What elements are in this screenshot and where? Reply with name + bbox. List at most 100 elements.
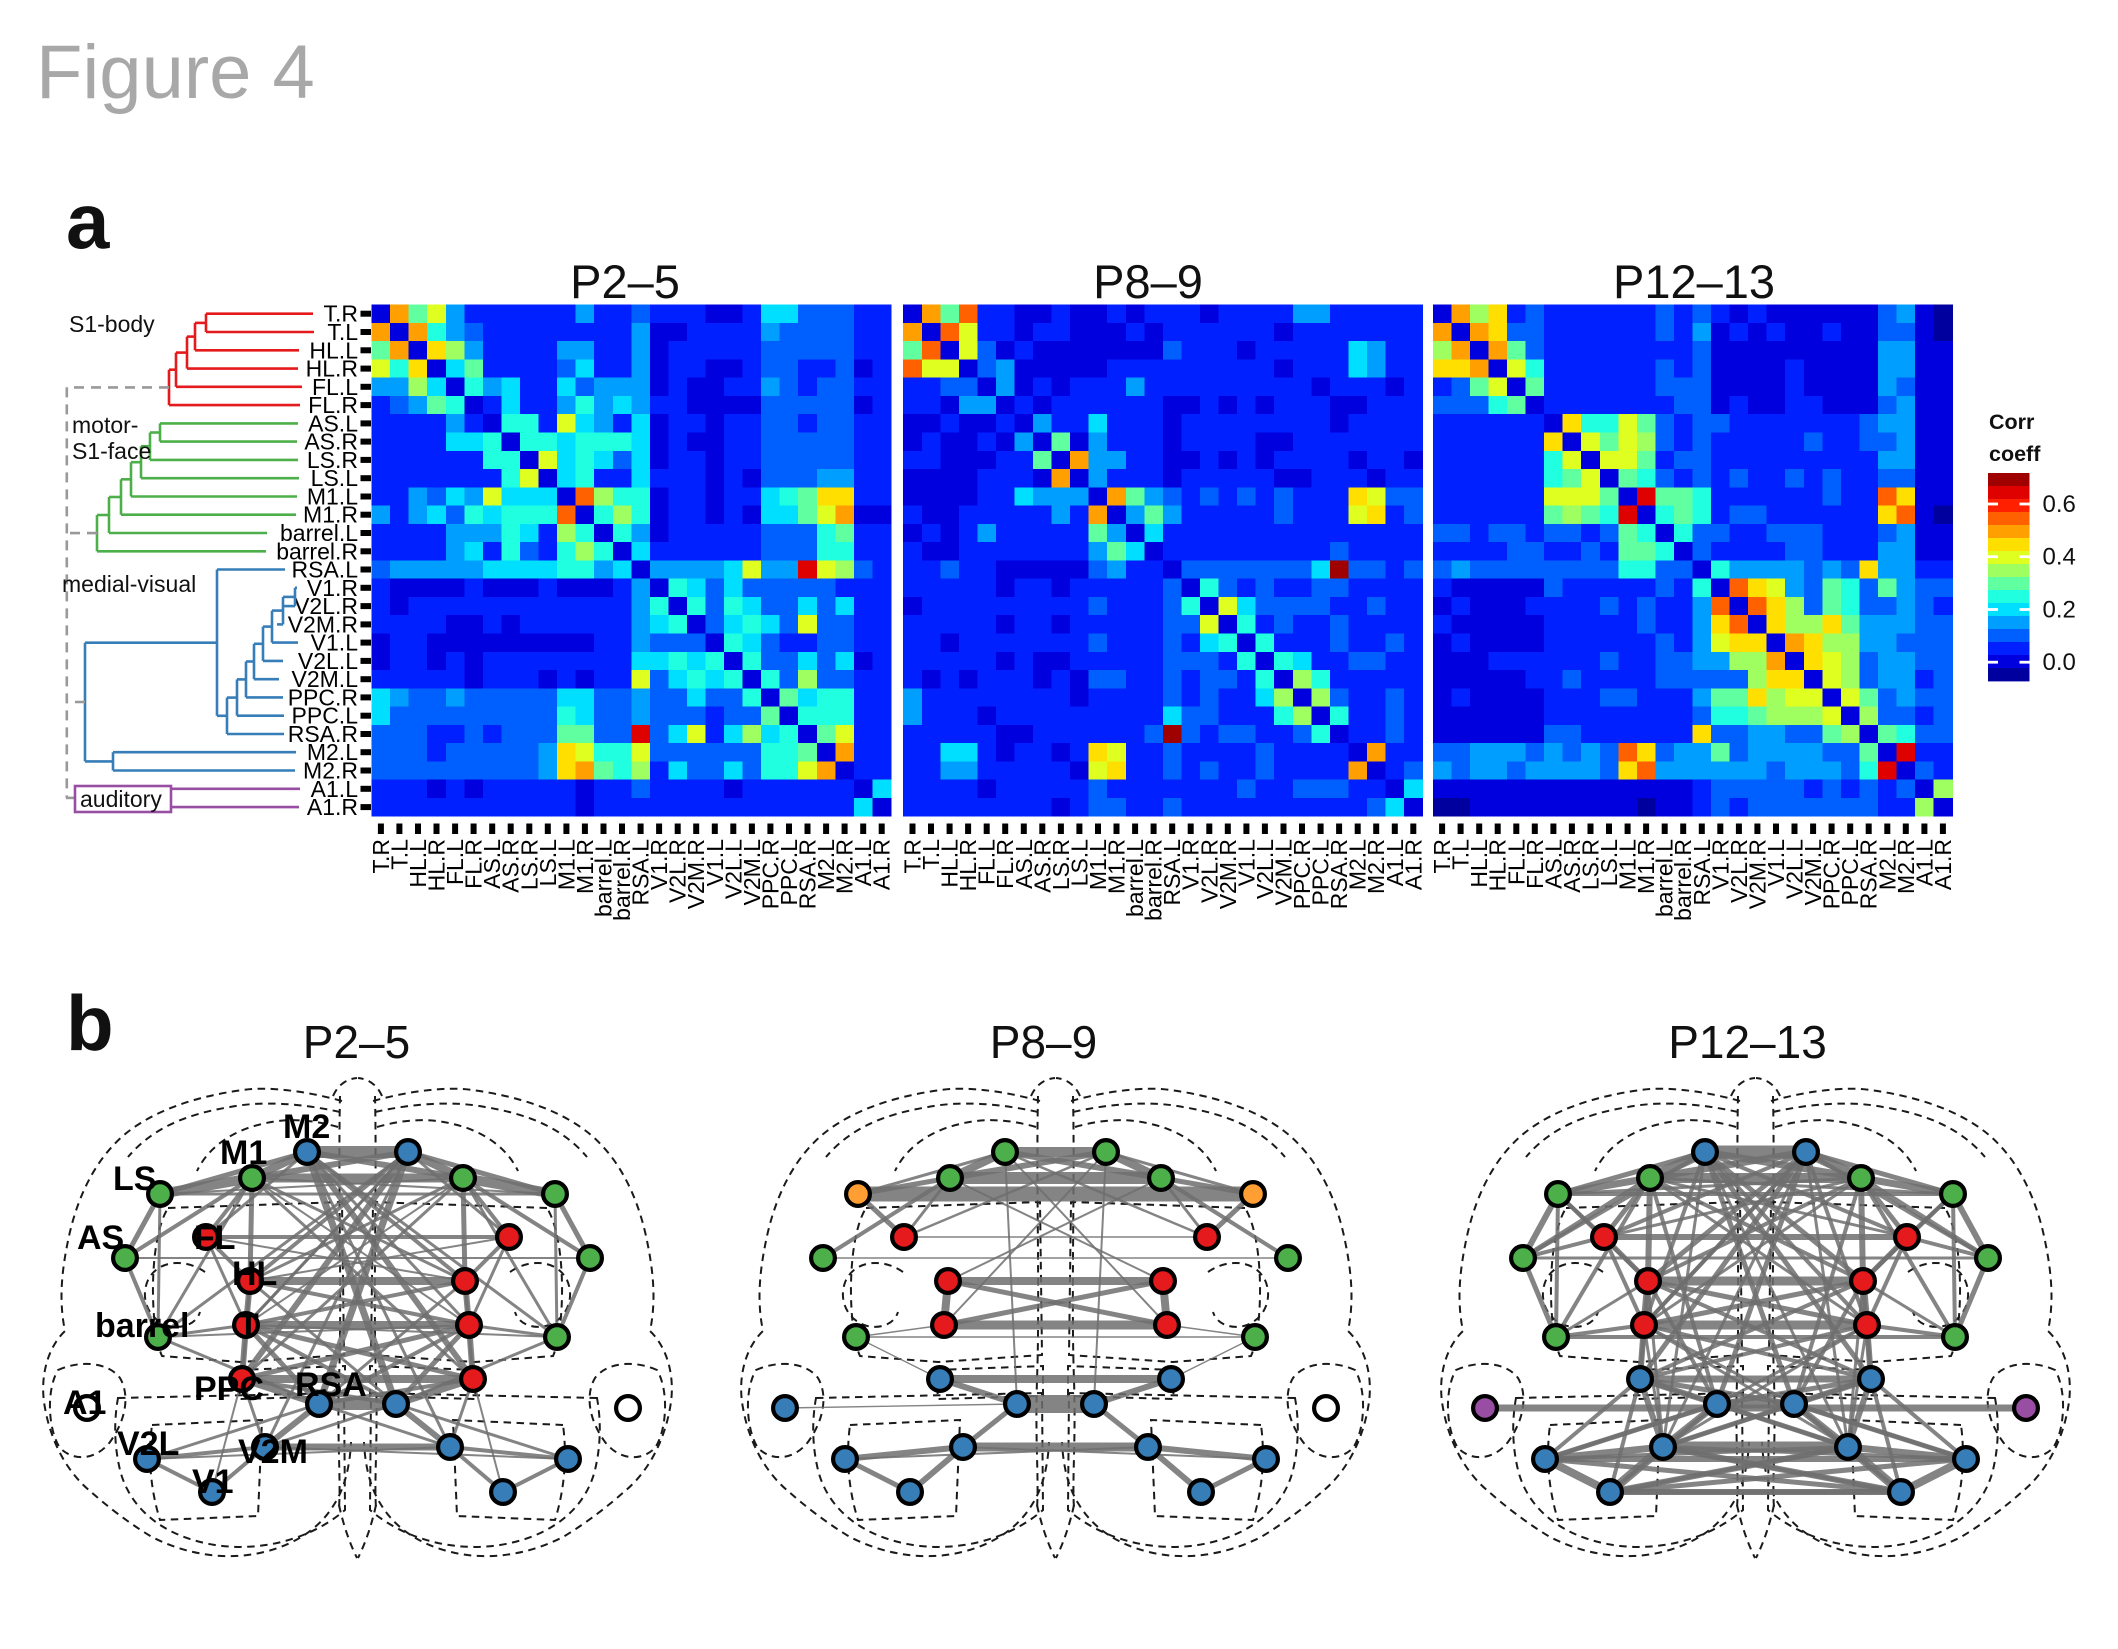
svg-text:barrel.R: barrel.R bbox=[276, 538, 358, 564]
svg-text:HL.L: HL.L bbox=[309, 337, 358, 363]
svg-text:PPC.R: PPC.R bbox=[757, 839, 783, 909]
svg-text:M1.L: M1.L bbox=[553, 839, 579, 890]
svg-text:M2.L: M2.L bbox=[813, 839, 839, 890]
svg-text:medial-visual: medial-visual bbox=[62, 571, 196, 597]
svg-text:RSA: RSA bbox=[295, 1366, 367, 1404]
svg-text:HL.L: HL.L bbox=[937, 839, 963, 888]
svg-text:HL.R: HL.R bbox=[955, 839, 981, 891]
svg-text:PPC.R: PPC.R bbox=[1819, 839, 1845, 909]
svg-text:PPC.L: PPC.L bbox=[776, 839, 802, 906]
svg-text:S1-body: S1-body bbox=[69, 311, 155, 337]
svg-text:M1: M1 bbox=[220, 1134, 267, 1172]
svg-text:T.L: T.L bbox=[386, 839, 412, 870]
svg-text:HL: HL bbox=[232, 1255, 277, 1293]
svg-text:V2M.L: V2M.L bbox=[1800, 839, 1826, 906]
svg-text:FL.L: FL.L bbox=[442, 839, 468, 885]
svg-text:T.R: T.R bbox=[900, 839, 926, 874]
svg-text:V2M.R: V2M.R bbox=[1215, 839, 1241, 909]
svg-text:FL.L: FL.L bbox=[312, 374, 358, 400]
svg-text:HL.R: HL.R bbox=[424, 839, 450, 891]
svg-text:barrel.R: barrel.R bbox=[609, 839, 635, 921]
svg-text:0.2: 0.2 bbox=[2043, 597, 2076, 624]
svg-text:A1.R: A1.R bbox=[1930, 839, 1956, 890]
svg-text:PPC.L: PPC.L bbox=[1308, 839, 1334, 906]
svg-text:RSA.L: RSA.L bbox=[292, 557, 359, 583]
svg-text:V1.R: V1.R bbox=[1178, 839, 1204, 890]
svg-text:FL.L: FL.L bbox=[974, 839, 1000, 885]
svg-text:FL.L: FL.L bbox=[1503, 839, 1529, 885]
svg-text:P8–9: P8–9 bbox=[1093, 255, 1203, 308]
svg-text:A1.L: A1.L bbox=[1382, 839, 1408, 887]
svg-text:AS.L: AS.L bbox=[1540, 839, 1566, 889]
svg-text:V2L.R: V2L.R bbox=[1196, 839, 1222, 903]
svg-text:FL.R: FL.R bbox=[308, 392, 358, 418]
svg-text:A1.L: A1.L bbox=[850, 839, 876, 887]
svg-text:V2L.L: V2L.L bbox=[1252, 839, 1278, 899]
svg-text:HL.R: HL.R bbox=[306, 356, 358, 382]
svg-text:M1.L: M1.L bbox=[1615, 839, 1641, 890]
svg-text:S1-face: S1-face bbox=[72, 438, 151, 464]
svg-text:V2M.R: V2M.R bbox=[683, 839, 709, 909]
svg-text:T.L: T.L bbox=[1448, 839, 1474, 870]
svg-text:b: b bbox=[66, 979, 114, 1067]
svg-text:PPC.R: PPC.R bbox=[1289, 839, 1315, 909]
svg-text:M1.R: M1.R bbox=[572, 839, 598, 894]
svg-text:auditory: auditory bbox=[80, 786, 162, 812]
svg-text:AS.L: AS.L bbox=[479, 839, 505, 889]
svg-text:LS.R: LS.R bbox=[1048, 839, 1074, 890]
svg-text:LS.R: LS.R bbox=[1578, 839, 1604, 890]
svg-text:Figure 4: Figure 4 bbox=[36, 30, 315, 115]
svg-text:M2.R: M2.R bbox=[1363, 839, 1389, 894]
svg-text:V2M: V2M bbox=[238, 1433, 308, 1471]
svg-text:FL.R: FL.R bbox=[992, 839, 1018, 889]
svg-text:a: a bbox=[66, 177, 110, 265]
svg-text:V2L.L: V2L.L bbox=[298, 648, 358, 674]
svg-text:LS.L: LS.L bbox=[1596, 839, 1622, 887]
svg-text:RSA.L: RSA.L bbox=[1159, 839, 1185, 906]
svg-text:V2M.R: V2M.R bbox=[288, 611, 358, 637]
svg-text:FL.R: FL.R bbox=[461, 839, 487, 889]
svg-text:M2: M2 bbox=[283, 1108, 330, 1146]
svg-text:V2M.L: V2M.L bbox=[292, 666, 359, 692]
svg-text:V2L: V2L bbox=[117, 1425, 179, 1463]
svg-text:RSA.R: RSA.R bbox=[1326, 839, 1352, 909]
svg-text:RSA.L: RSA.L bbox=[1689, 839, 1715, 906]
svg-text:V1.R: V1.R bbox=[646, 839, 672, 890]
svg-text:V1.R: V1.R bbox=[307, 575, 358, 601]
svg-text:FL.R: FL.R bbox=[1522, 839, 1548, 889]
svg-text:M1.L: M1.L bbox=[307, 484, 358, 510]
svg-text:motor-: motor- bbox=[72, 412, 138, 438]
svg-text:LS.R: LS.R bbox=[516, 839, 542, 890]
svg-text:V2L.R: V2L.R bbox=[1726, 839, 1752, 903]
svg-text:PPC.L: PPC.L bbox=[292, 703, 359, 729]
svg-text:HL.L: HL.L bbox=[1466, 839, 1492, 888]
svg-text:barrel.L: barrel.L bbox=[1122, 839, 1148, 917]
svg-text:LS.L: LS.L bbox=[1066, 839, 1092, 887]
svg-text:T.L: T.L bbox=[327, 319, 358, 345]
svg-text:P2–5: P2–5 bbox=[570, 255, 680, 308]
svg-text:M2.L: M2.L bbox=[307, 739, 358, 765]
svg-text:coeff: coeff bbox=[1989, 442, 2041, 466]
svg-text:T.L: T.L bbox=[918, 839, 944, 870]
svg-text:A1.R: A1.R bbox=[307, 794, 358, 820]
svg-text:barrel.L: barrel.L bbox=[280, 520, 358, 546]
svg-text:V1.R: V1.R bbox=[1707, 839, 1733, 890]
svg-text:V1: V1 bbox=[192, 1463, 234, 1501]
svg-text:PPC: PPC bbox=[194, 1370, 264, 1408]
svg-text:P12–13: P12–13 bbox=[1668, 1016, 1827, 1068]
svg-text:T.R: T.R bbox=[1429, 839, 1455, 874]
svg-text:AS.R: AS.R bbox=[1559, 839, 1585, 893]
svg-text:barrel.L: barrel.L bbox=[591, 839, 617, 917]
svg-text:0.0: 0.0 bbox=[2043, 649, 2076, 676]
svg-text:A1.L: A1.L bbox=[1911, 839, 1937, 887]
svg-text:RSA.L: RSA.L bbox=[628, 839, 654, 906]
svg-text:AS.L: AS.L bbox=[1011, 839, 1037, 889]
svg-text:P8–9: P8–9 bbox=[990, 1016, 1097, 1068]
svg-text:M2.L: M2.L bbox=[1874, 839, 1900, 890]
svg-text:RSA.R: RSA.R bbox=[1856, 839, 1882, 909]
svg-text:barrel: barrel bbox=[95, 1307, 190, 1345]
svg-text:LS.L: LS.L bbox=[311, 465, 359, 491]
svg-text:PPC.L: PPC.L bbox=[1837, 839, 1863, 906]
svg-text:P12–13: P12–13 bbox=[1613, 255, 1775, 308]
svg-text:V2L.L: V2L.L bbox=[1782, 839, 1808, 899]
